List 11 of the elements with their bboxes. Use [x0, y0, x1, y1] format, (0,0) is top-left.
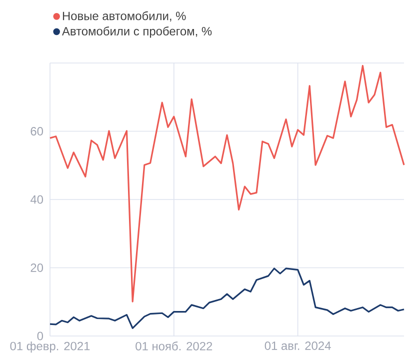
x-tick-label: 01 нояб. 2022	[136, 342, 212, 350]
line-series	[49, 268, 405, 329]
y-tick-label: 60	[30, 127, 44, 136]
x-tick-label: 01 февр. 2021	[10, 342, 90, 353]
line-series	[49, 64, 405, 302]
y-tick-label: 20	[30, 264, 44, 272]
x-tick-label: 01 авг. 2024	[264, 342, 331, 350]
legend-label: Автомобили с пробегом, %	[62, 26, 212, 38]
y-tick-label: 0	[37, 332, 44, 340]
legend-label: Новые автомобили, %	[62, 11, 186, 22]
y-tick-label: 40	[30, 195, 44, 204]
